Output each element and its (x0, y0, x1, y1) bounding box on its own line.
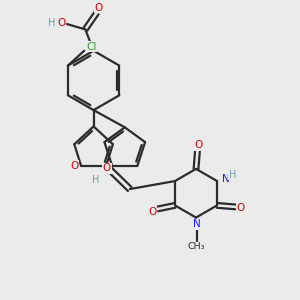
Text: O: O (70, 161, 79, 171)
Text: H: H (229, 169, 236, 179)
Text: H: H (48, 18, 55, 28)
Text: H: H (92, 176, 99, 185)
Text: O: O (195, 140, 203, 150)
Text: O: O (103, 164, 111, 173)
Text: O: O (237, 203, 245, 213)
Text: Cl: Cl (86, 42, 97, 52)
Text: CH₃: CH₃ (188, 242, 206, 251)
Text: N: N (193, 219, 200, 229)
Text: O: O (57, 18, 66, 28)
Text: O: O (148, 207, 157, 217)
Text: O: O (94, 3, 103, 13)
Text: N: N (221, 174, 229, 184)
